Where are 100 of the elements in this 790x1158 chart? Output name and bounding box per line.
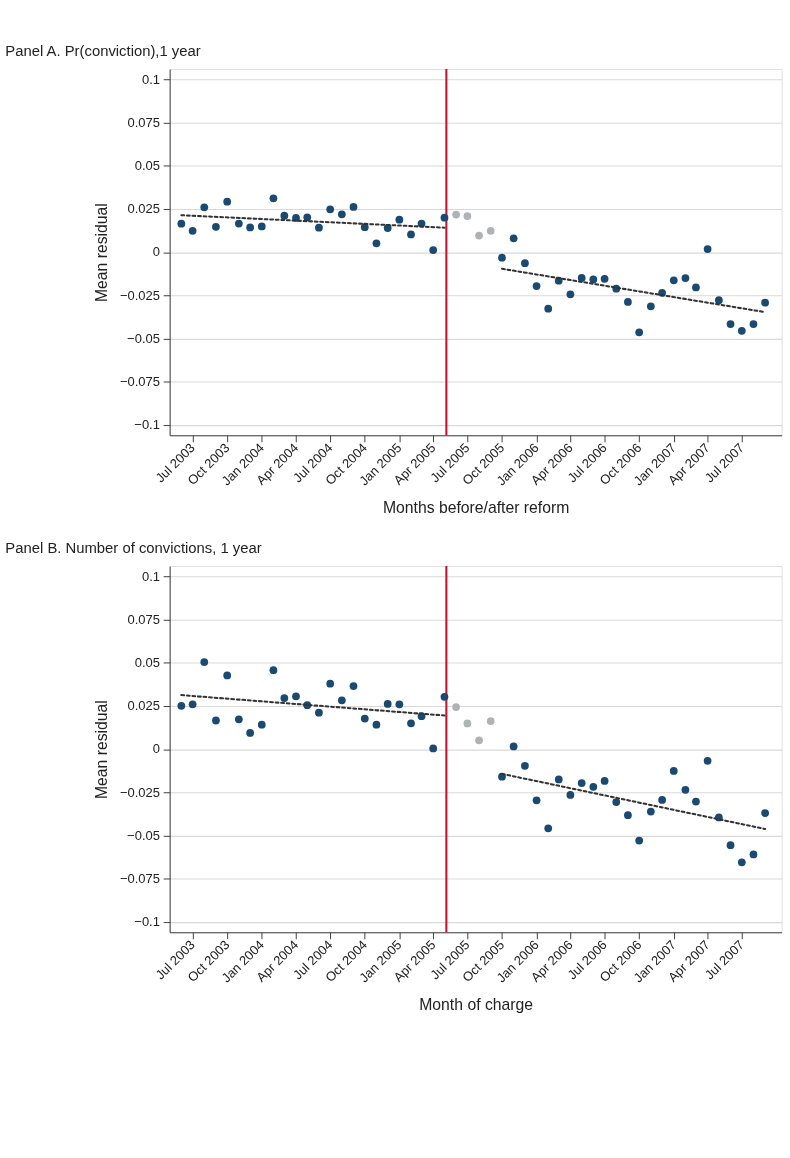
- point: [349, 203, 358, 211]
- point: [475, 736, 483, 745]
- y-tick-label: 0.025: [127, 698, 160, 714]
- point: [681, 785, 690, 794]
- point: [326, 205, 335, 214]
- point: [669, 767, 678, 775]
- point: [554, 775, 563, 784]
- chart-title: Panel A. Pr(conviction),1 year: [5, 42, 201, 59]
- y-tick-label: −0.025: [119, 287, 160, 303]
- chart-title: Panel B. Number of convictions, 1 year: [5, 539, 262, 556]
- x-axis-title: Months before/after reform: [382, 499, 570, 517]
- point: [349, 682, 358, 690]
- point: [692, 283, 700, 292]
- point: [269, 666, 278, 675]
- point: [737, 326, 746, 335]
- point: [532, 796, 541, 805]
- point: [246, 729, 255, 737]
- point: [521, 761, 529, 770]
- point: [486, 717, 495, 725]
- point: [246, 223, 255, 232]
- point: [463, 719, 472, 728]
- point: [269, 194, 278, 203]
- point: [429, 246, 438, 254]
- point: [715, 296, 723, 305]
- point: [498, 253, 506, 262]
- point: [646, 807, 655, 816]
- point: [544, 824, 553, 833]
- point: [452, 210, 460, 219]
- point: [692, 797, 700, 806]
- y-tick-label: −0.1: [134, 914, 160, 930]
- point: [223, 197, 232, 206]
- point: [532, 282, 541, 290]
- point: [600, 777, 609, 785]
- point: [463, 212, 472, 220]
- point: [234, 715, 243, 724]
- y-tick-label: 0.025: [127, 201, 160, 217]
- point: [326, 679, 335, 688]
- point: [440, 692, 449, 701]
- point: [407, 230, 415, 239]
- point: [257, 720, 266, 729]
- point: [337, 210, 346, 219]
- point: [395, 215, 404, 224]
- point: [360, 714, 369, 723]
- point: [315, 223, 323, 232]
- x-axis-title: Month of charge: [419, 996, 534, 1014]
- point: [589, 275, 598, 284]
- y-tick-label: −0.05: [127, 827, 160, 843]
- point: [200, 658, 209, 666]
- point: [624, 811, 632, 820]
- point: [188, 226, 197, 235]
- y-tick-label: −0.05: [127, 330, 160, 346]
- y-axis-title: Mean residual: [92, 700, 110, 800]
- point: [407, 719, 415, 728]
- point: [703, 756, 712, 765]
- y-tick-label: 0.075: [127, 114, 160, 130]
- point: [749, 850, 758, 859]
- y-tick-label: −0.075: [119, 870, 160, 886]
- y-tick-label: 0.1: [141, 71, 160, 87]
- point: [383, 700, 392, 708]
- point: [486, 226, 495, 235]
- point: [703, 245, 712, 253]
- y-axis-title: Mean residual: [92, 203, 110, 303]
- point: [303, 213, 312, 222]
- point: [429, 744, 438, 753]
- point: [509, 742, 518, 751]
- point: [635, 328, 644, 337]
- point: [761, 298, 769, 307]
- point: [658, 796, 666, 804]
- point: [280, 694, 289, 702]
- point: [749, 320, 758, 328]
- y-tick-label: 0: [152, 244, 160, 260]
- point: [257, 222, 266, 231]
- point: [509, 234, 518, 243]
- y-tick-label: 0.05: [134, 157, 160, 173]
- point: [440, 213, 449, 222]
- point: [337, 696, 346, 705]
- point: [577, 274, 586, 282]
- y-tick-label: −0.075: [119, 373, 160, 389]
- point: [681, 274, 690, 282]
- point: [188, 700, 197, 709]
- point: [612, 798, 621, 806]
- point: [200, 203, 209, 212]
- point: [589, 782, 598, 791]
- y-tick-label: 0.1: [141, 568, 160, 584]
- point: [600, 274, 609, 283]
- point: [624, 298, 632, 306]
- y-tick-label: 0: [152, 741, 160, 757]
- point: [292, 692, 300, 701]
- point: [566, 290, 575, 299]
- point: [761, 809, 769, 817]
- y-tick-label: −0.1: [134, 417, 160, 433]
- point: [212, 222, 220, 231]
- point: [372, 239, 381, 248]
- point: [223, 671, 232, 680]
- y-tick-label: 0.05: [134, 654, 160, 670]
- point: [726, 320, 735, 328]
- point: [234, 219, 243, 228]
- point: [521, 259, 529, 268]
- y-tick-label: 0.075: [127, 611, 160, 627]
- point: [635, 836, 644, 845]
